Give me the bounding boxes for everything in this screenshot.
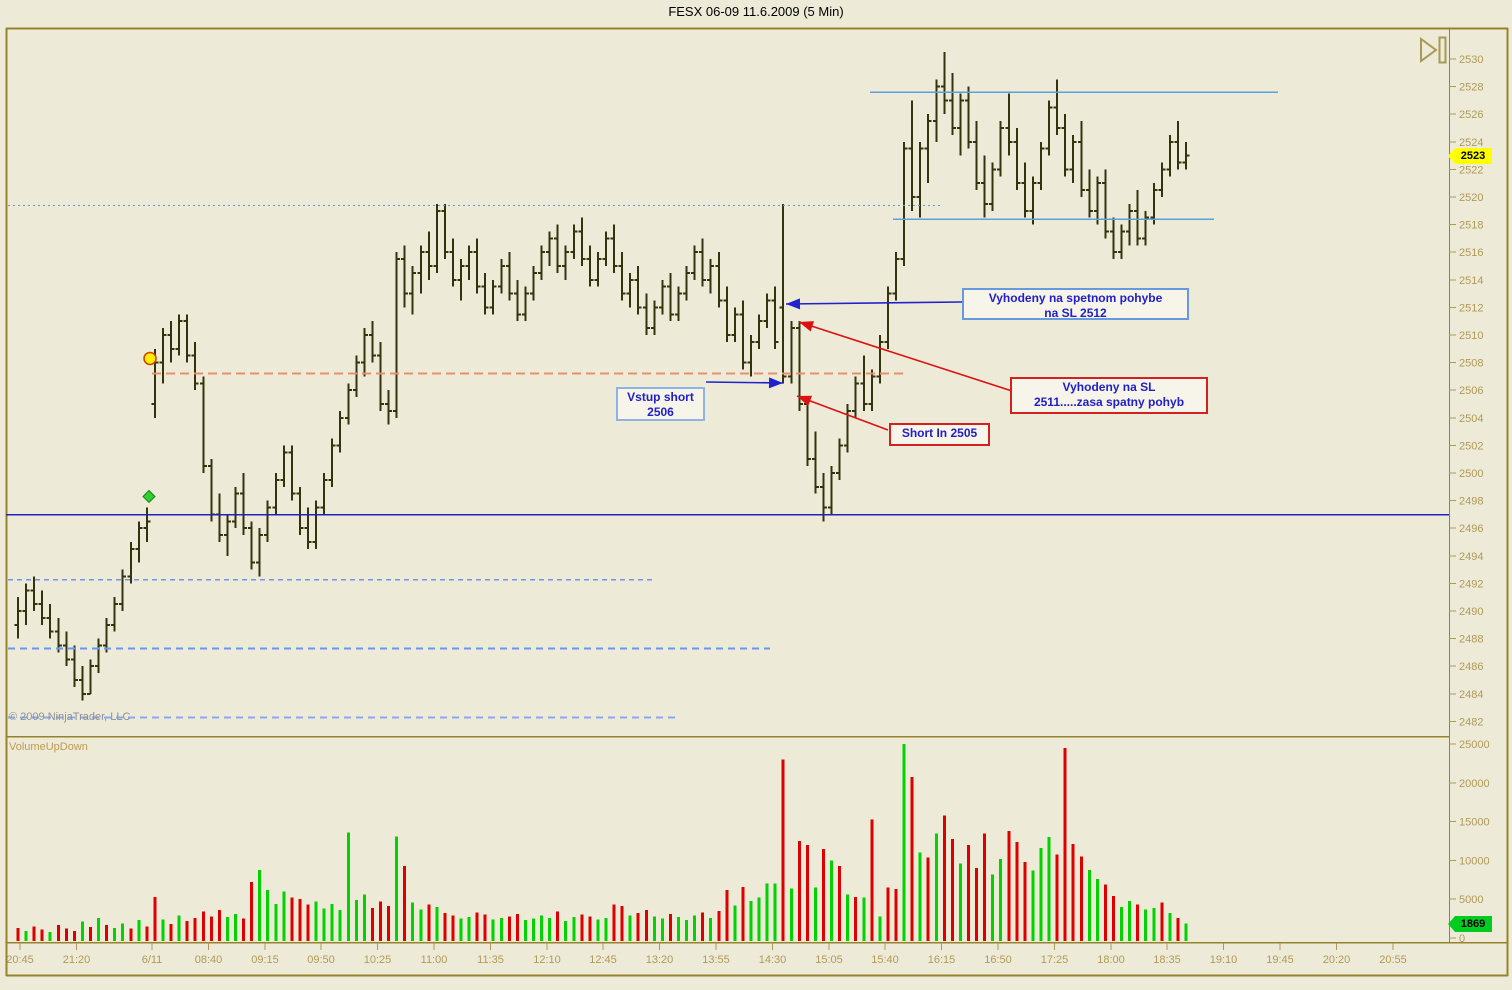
time-tick-label: 17:25 — [1041, 954, 1069, 966]
annotation-text-line: Short In 2505 — [901, 426, 978, 440]
price-tick-label: 2526 — [1459, 109, 1483, 121]
annotation-text-line: Vyhodeny na spetnom pohybe — [988, 291, 1163, 305]
entry-arrow-head — [768, 377, 783, 389]
time-tick-label: 12:10 — [533, 954, 561, 966]
time-tick-label: 6/11 — [142, 954, 163, 966]
horizontal-price-lines — [6, 91, 1449, 719]
time-tick-label: 19:10 — [1210, 954, 1238, 966]
axes: 2530 2528 2526 2524 2522 2520 2518 2516 2514 2512… — [6, 54, 1489, 966]
sl2512-arrow-head — [786, 298, 801, 310]
chart-frame — [5, 27, 1509, 977]
price-tick-label: 2516 — [1459, 247, 1483, 259]
price-tick-label: 2492 — [1459, 579, 1483, 591]
time-tick-label: 19:45 — [1266, 954, 1294, 966]
time-tick-label: 11:00 — [421, 954, 448, 966]
price-tick-label: 2506 — [1459, 385, 1483, 397]
volume-tick-label: 20000 — [1459, 778, 1490, 790]
volume-bars — [16, 744, 1188, 941]
volume-indicator-label: VolumeUpDown — [9, 741, 88, 753]
session-low-marker — [142, 489, 156, 504]
time-tick-label: 20:45 — [6, 954, 34, 966]
price-tick-label: 2494 — [1459, 551, 1483, 563]
time-tick-label: 18:35 — [1153, 954, 1181, 966]
time-tick-label: 20:55 — [1379, 954, 1407, 966]
volume-tick-label: 15000 — [1459, 817, 1490, 829]
ohlc-bars — [14, 52, 1190, 701]
time-tick-label: 21:20 — [63, 954, 91, 966]
price-tick-label: 2496 — [1459, 523, 1483, 535]
chart-markers — [142, 351, 157, 504]
time-tick-label: 15:05 — [815, 954, 843, 966]
annotation-text-line: na SL 2512 — [1044, 306, 1107, 320]
time-tick-label: 08:40 — [195, 954, 223, 966]
price-tick-label: 2528 — [1459, 82, 1483, 94]
price-tick-label: 2522 — [1459, 165, 1483, 177]
volume-tick-label: 10000 — [1459, 856, 1490, 868]
ninjatrader-watermark: © 2009 NinjaTrader, LLC — [9, 711, 131, 723]
session-high-marker — [143, 351, 157, 366]
time-tick-label: 14:30 — [759, 954, 787, 966]
annotation-text-line: Vyhodeny na SL — [1062, 380, 1156, 394]
annotation-box-short-in[interactable]: Short In 2505 — [889, 423, 990, 446]
time-tick-label: 13:55 — [702, 954, 730, 966]
price-tick-label: 2500 — [1459, 468, 1483, 480]
last-price-badge: 2523 — [1448, 148, 1492, 164]
price-tick-label: 2504 — [1459, 413, 1483, 425]
volume-tick-label: 5000 — [1459, 894, 1483, 906]
price-tick-label: 2514 — [1459, 275, 1483, 287]
price-tick-label: 2512 — [1459, 303, 1483, 315]
annotation-text-line: Vstup short — [627, 390, 694, 404]
annotation-text-line: 2506 — [647, 405, 674, 419]
sl2511-arrow-head — [799, 321, 815, 332]
time-tick-label: 16:50 — [984, 954, 1012, 966]
price-tick-label: 2530 — [1459, 54, 1483, 66]
time-tick-label: 12:45 — [589, 954, 617, 966]
time-tick-label: 09:50 — [307, 954, 335, 966]
annotation-box-sl-2512[interactable]: Vyhodeny na spetnom pohybe na SL 2512 — [962, 288, 1189, 320]
chart-title: FESX 06-09 11.6.2009 (5 Min) — [668, 4, 844, 19]
price-tick-label: 2502 — [1459, 441, 1483, 453]
annotation-box-sl-2511[interactable]: Vyhodeny na SL 2511.....zasa spatny pohy… — [1010, 377, 1208, 414]
volume-tick-label: 0 — [1459, 933, 1465, 945]
time-tick-label: 18:00 — [1097, 954, 1125, 966]
sl2511-arrow — [798, 321, 1013, 392]
time-tick-label: 11:35 — [477, 954, 504, 966]
price-tick-label: 2520 — [1459, 192, 1483, 204]
price-tick-label: 2508 — [1459, 358, 1483, 370]
annotation-arrows — [705, 298, 1013, 431]
price-tick-label: 2482 — [1459, 717, 1483, 729]
price-tick-label: 2498 — [1459, 496, 1483, 508]
time-tick-label: 15:40 — [871, 954, 899, 966]
price-tick-label: 2524 — [1459, 137, 1483, 149]
shortin-arrow — [796, 395, 889, 431]
annotation-text-line: 2511.....zasa spatny pohyb — [1033, 395, 1185, 409]
price-tick-label: 2486 — [1459, 661, 1483, 673]
time-tick-label: 09:15 — [251, 954, 279, 966]
time-tick-label: 16:15 — [928, 954, 956, 966]
time-tick-label: 20:20 — [1323, 954, 1351, 966]
price-tick-label: 2488 — [1459, 634, 1483, 646]
annotation-box-vstup-short[interactable]: Vstup short 2506 — [616, 387, 705, 421]
price-tick-label: 2510 — [1459, 330, 1483, 342]
price-tick-label: 2518 — [1459, 220, 1483, 232]
shortin-arrow-head — [797, 395, 813, 407]
volume-tick-label: 25000 — [1459, 739, 1490, 751]
time-tick-label: 13:20 — [646, 954, 674, 966]
price-tick-label: 2490 — [1459, 606, 1483, 618]
last-volume-badge: 1869 — [1448, 916, 1492, 932]
play-pause-marker-icon[interactable] — [1420, 36, 1447, 64]
price-tick-label: 2484 — [1459, 689, 1483, 701]
time-tick-label: 10:25 — [364, 954, 392, 966]
sl2512-arrow — [785, 301, 963, 305]
